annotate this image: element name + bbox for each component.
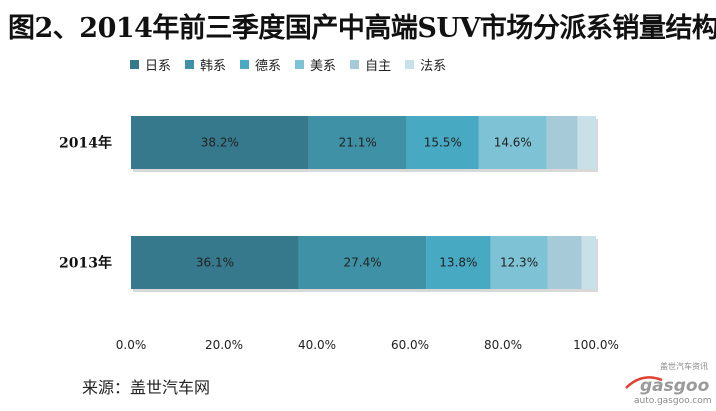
watermark-url: auto.gasgoo.com	[634, 396, 712, 406]
bar-value-label: 36.1%	[196, 256, 234, 270]
bar-segment	[131, 116, 309, 169]
x-tick-label: 80.0%	[484, 338, 522, 352]
legend-label: 日系	[145, 58, 172, 74]
bar-value-label: 13.8%	[439, 256, 477, 270]
bar-segment	[131, 236, 299, 289]
source-note: 来源：盖世汽车网	[82, 378, 211, 397]
legend-label: 韩系	[200, 58, 227, 74]
bar-segment	[426, 236, 491, 289]
bar-segment	[478, 116, 547, 169]
bar-segment	[406, 116, 479, 169]
legend-swatch	[240, 59, 250, 69]
x-tick-label: 60.0%	[391, 338, 429, 352]
category-label: 2014年	[59, 135, 112, 152]
watermark-brand: gasgoo	[640, 376, 710, 396]
legend-item: 法系	[405, 55, 446, 74]
bar-value-label: 12.3%	[500, 256, 538, 270]
bar-segment	[298, 236, 427, 289]
bar-value-label: 27.4%	[344, 256, 382, 270]
bar-segment	[490, 236, 548, 289]
bar-value-label: 21.1%	[339, 136, 377, 150]
x-tick-label: 0.0%	[116, 338, 147, 352]
x-tick-label: 20.0%	[205, 338, 243, 352]
legend-item: 韩系	[185, 55, 226, 74]
gasgoo-watermark-logo: 盖世汽车资讯 gasgoo auto.gasgoo.com	[612, 360, 716, 407]
legend-item: 美系	[295, 55, 336, 74]
bar-segment	[308, 116, 407, 169]
legend-item: 日系	[130, 55, 171, 74]
legend-swatch	[405, 59, 415, 69]
bar-segment	[546, 116, 578, 169]
legend-swatch	[350, 59, 360, 69]
watermark-top-text: 盖世汽车资讯	[660, 361, 708, 371]
bar-segment	[577, 116, 596, 169]
bar-value-label: 14.6%	[494, 136, 532, 150]
legend-item: 自主	[350, 55, 391, 74]
legend-label: 德系	[255, 58, 282, 74]
chart-title: 图2、2014年前三季度国产中高端SUV市场分派系销量结构	[8, 13, 716, 44]
x-tick-label: 100.0%	[573, 338, 619, 352]
legend-label: 自主	[365, 58, 392, 74]
bar-segment	[547, 236, 582, 289]
legend: 日系 韩系 德系 美系 自主 法系	[130, 54, 460, 74]
x-tick-label: 40.0%	[298, 338, 336, 352]
legend-swatch	[295, 59, 305, 69]
category-label: 2013年	[59, 255, 112, 272]
legend-item: 德系	[240, 55, 281, 74]
legend-swatch	[185, 59, 195, 69]
bar-segment	[581, 236, 596, 289]
bar-value-label: 38.2%	[201, 136, 239, 150]
bar-value-label: 15.5%	[424, 136, 462, 150]
legend-label: 法系	[420, 58, 447, 74]
legend-swatch	[130, 59, 139, 69]
legend-label: 美系	[310, 58, 337, 74]
